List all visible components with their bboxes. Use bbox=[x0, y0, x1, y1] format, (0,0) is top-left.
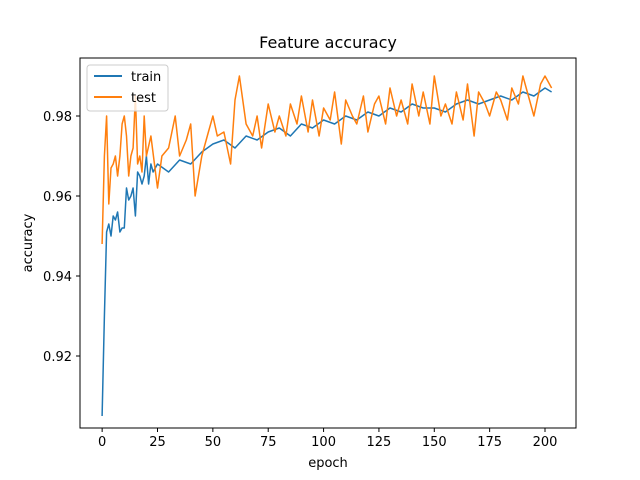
x-tick-label: 25 bbox=[149, 435, 166, 450]
x-tick-label: 150 bbox=[422, 435, 447, 450]
legend-label-test: test bbox=[131, 91, 156, 106]
x-tick-label: 125 bbox=[367, 435, 392, 450]
x-axis-label: epoch bbox=[308, 456, 348, 471]
x-tick-label: 100 bbox=[311, 435, 336, 450]
y-axis-label: accuracy bbox=[21, 213, 36, 272]
axes-frame bbox=[79, 57, 577, 429]
y-tick-label: 0.98 bbox=[43, 110, 72, 125]
series-layer bbox=[101, 75, 553, 417]
x-tick-label: 75 bbox=[260, 435, 277, 450]
series-line-train bbox=[101, 87, 552, 417]
legend-label-train: train bbox=[131, 70, 161, 85]
plot-area bbox=[79, 57, 577, 429]
x-axis: 0 25 50 75 100 125 150 175 200 bbox=[98, 428, 557, 450]
chart-title: Feature accuracy bbox=[259, 33, 397, 52]
x-tick-label: 50 bbox=[205, 435, 222, 450]
series-line-test bbox=[101, 75, 553, 245]
y-tick-label: 0.94 bbox=[43, 270, 72, 285]
legend: train test bbox=[86, 64, 169, 112]
y-tick-label: 0.92 bbox=[43, 350, 72, 365]
x-tick-label: 0 bbox=[98, 435, 106, 450]
y-axis: 0.92 0.94 0.96 0.98 bbox=[43, 110, 80, 365]
x-tick-label: 175 bbox=[477, 435, 502, 450]
y-tick-label: 0.96 bbox=[43, 190, 72, 205]
x-tick-label: 200 bbox=[533, 435, 558, 450]
